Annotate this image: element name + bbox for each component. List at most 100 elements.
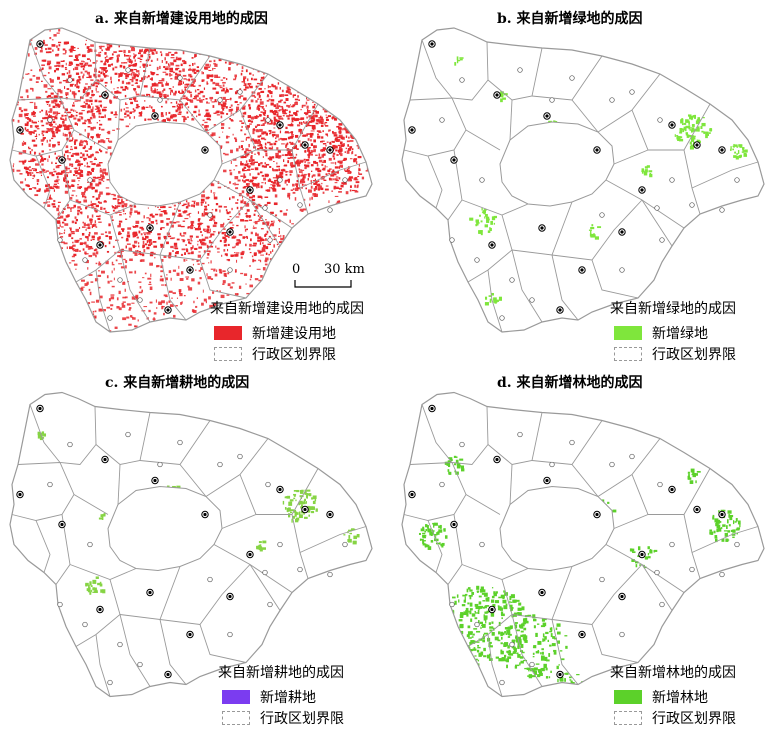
town-marker-icon [439, 481, 445, 488]
legend-c-title: 来自新增耕地的成因 [218, 665, 344, 681]
city-markers [408, 40, 740, 321]
town-marker-icon [654, 569, 660, 576]
town-marker-icon [327, 207, 333, 213]
town-marker-icon [619, 631, 625, 638]
town-marker-icon [217, 461, 223, 468]
town-marker-icon [689, 202, 695, 208]
legend-b-boundary-row: 行政区划界限 [610, 343, 736, 364]
legend-d: 来自新增林地的成因 新增林地 行政区划界限 [610, 662, 736, 728]
town-marker-icon [659, 237, 665, 243]
town-marker-icon [669, 177, 675, 183]
town-marker-icon [217, 97, 223, 103]
town-marker-icon [499, 315, 505, 321]
town-marker-icon [227, 631, 233, 638]
town-marker-icon [177, 75, 183, 81]
town-marker-icon [439, 117, 445, 123]
town-marker-icon [654, 205, 660, 211]
legend-b-title: 来自新增绿地的成因 [610, 301, 736, 317]
district-boundaries [11, 404, 367, 697]
town-marker-icon [227, 267, 233, 273]
town-marker-icon [327, 571, 333, 578]
legend-c-boundary-label: 行政区划界限 [260, 710, 344, 727]
town-marker-icon [619, 267, 625, 273]
legend-d-fill-swatch [614, 689, 642, 704]
town-marker-icon [459, 441, 465, 448]
map-d [401, 391, 765, 698]
legend-d-title: 来自新增林地的成因 [610, 665, 736, 681]
lake-area [107, 485, 223, 572]
legend-d-boundary-swatch [614, 710, 642, 725]
scale-bar-line [294, 280, 352, 288]
legend-c-boundary-swatch [222, 710, 250, 725]
town-marker-icon [207, 212, 213, 218]
town-marker-icon [267, 601, 273, 608]
town-marker-icon [499, 679, 505, 686]
town-marker-icon [107, 679, 113, 686]
town-marker-icon [117, 641, 123, 648]
city-markers [16, 404, 348, 686]
panel-d: d. 来自新增林地的成因 来自新增林地的成因 新增林地 行政区划界限 [392, 364, 784, 729]
legend-b-fill-row: 新增绿地 [610, 322, 736, 343]
town-marker-icon [657, 117, 663, 123]
town-marker-icon [734, 177, 740, 183]
legend-d-boundary-label: 行政区划界限 [652, 710, 736, 727]
town-marker-icon [237, 453, 243, 460]
town-marker-icon [237, 89, 243, 95]
town-marker-icon [87, 541, 93, 548]
legend-a-fill-label: 新增建设用地 [252, 325, 336, 342]
legend-c-fill-row: 新增耕地 [218, 686, 344, 707]
town-marker-icon [67, 441, 73, 448]
town-marker-icon [517, 431, 523, 438]
town-marker-icon [107, 315, 113, 321]
town-marker-icon [517, 67, 523, 73]
region-outline [401, 391, 765, 698]
town-marker-icon [277, 177, 283, 183]
legend-a-fill-swatch [214, 325, 242, 340]
town-marker-icon [57, 237, 63, 243]
town-marker-icon [509, 641, 515, 648]
legend-a-title: 来自新增建设用地的成因 [210, 301, 364, 317]
panel-a: a. 来自新增建设用地的成因 0 30 km 来自新增建设用地的成因 新增建设用… [0, 0, 392, 364]
lake-area [499, 121, 615, 207]
town-marker-icon [265, 481, 271, 488]
town-marker-icon [474, 257, 480, 263]
scale-bar: 0 30 km [290, 262, 380, 292]
panel-d-title: d. 来自新增林地的成因 [497, 375, 643, 391]
lake-area [107, 121, 223, 207]
town-marker-icon [459, 77, 465, 83]
town-marker-icon [125, 431, 131, 438]
town-marker-icon [629, 453, 635, 460]
legend-b-boundary-label: 行政区划界限 [652, 346, 736, 363]
town-marker-icon [265, 117, 271, 123]
town-marker-icon [262, 569, 268, 576]
town-marker-icon [47, 481, 53, 488]
town-marker-icon [262, 205, 268, 211]
town-marker-icon [629, 89, 635, 95]
town-marker-icon [297, 202, 303, 208]
town-marker-icon [669, 541, 675, 548]
town-marker-icon [137, 297, 143, 303]
town-marker-icon [719, 207, 725, 213]
legend-d-fill-row: 新增林地 [610, 686, 736, 707]
town-marker-icon [569, 439, 575, 446]
legend-a-boundary-swatch [214, 346, 242, 361]
legend-a-fill-row: 新增建设用地 [210, 322, 364, 343]
legend-a: 来自新增建设用地的成因 新增建设用地 行政区划界限 [210, 298, 364, 364]
town-marker-icon [479, 177, 485, 183]
legend-c: 来自新增耕地的成因 新增耕地 行政区划界限 [218, 662, 344, 728]
region-outline [9, 391, 373, 698]
town-marker-icon [449, 237, 455, 243]
panel-c-title: c. 来自新增耕地的成因 [105, 375, 250, 391]
map-b [401, 27, 765, 333]
town-marker-icon [549, 461, 555, 468]
town-marker-icon [449, 601, 455, 608]
district-boundaries [11, 39, 367, 333]
legend-d-fill-label: 新增林地 [652, 689, 708, 706]
town-marker-icon [267, 237, 273, 243]
town-marker-icon [157, 97, 163, 103]
scale-value-label: 30 km [324, 262, 365, 277]
town-marker-icon [297, 566, 303, 573]
town-marker-icon [509, 277, 515, 283]
panel-a-title: a. 来自新增建设用地的成因 [95, 11, 268, 27]
town-marker-icon [207, 576, 213, 583]
